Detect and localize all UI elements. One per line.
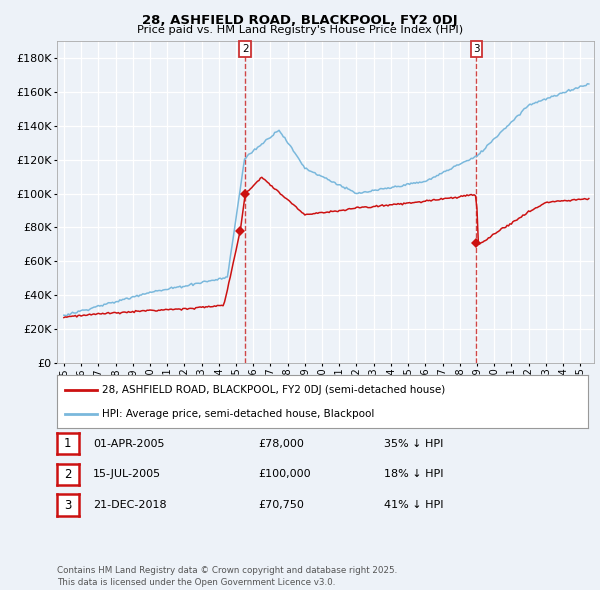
Text: 3: 3 <box>473 44 480 54</box>
Text: Price paid vs. HM Land Registry's House Price Index (HPI): Price paid vs. HM Land Registry's House … <box>137 25 463 35</box>
Text: 35% ↓ HPI: 35% ↓ HPI <box>384 439 443 448</box>
Text: 2: 2 <box>64 468 71 481</box>
Text: 2: 2 <box>242 44 248 54</box>
Text: 21-DEC-2018: 21-DEC-2018 <box>93 500 167 510</box>
Text: 28, ASHFIELD ROAD, BLACKPOOL, FY2 0DJ: 28, ASHFIELD ROAD, BLACKPOOL, FY2 0DJ <box>142 14 458 27</box>
Text: £78,000: £78,000 <box>258 439 304 448</box>
Text: 28, ASHFIELD ROAD, BLACKPOOL, FY2 0DJ (semi-detached house): 28, ASHFIELD ROAD, BLACKPOOL, FY2 0DJ (s… <box>102 385 445 395</box>
Text: 3: 3 <box>64 499 71 512</box>
Text: Contains HM Land Registry data © Crown copyright and database right 2025.
This d: Contains HM Land Registry data © Crown c… <box>57 566 397 587</box>
Text: 18% ↓ HPI: 18% ↓ HPI <box>384 470 443 479</box>
Text: 01-APR-2005: 01-APR-2005 <box>93 439 164 448</box>
Text: 1: 1 <box>64 437 71 450</box>
Text: £100,000: £100,000 <box>258 470 311 479</box>
Text: 41% ↓ HPI: 41% ↓ HPI <box>384 500 443 510</box>
Text: HPI: Average price, semi-detached house, Blackpool: HPI: Average price, semi-detached house,… <box>102 409 374 419</box>
Text: £70,750: £70,750 <box>258 500 304 510</box>
Text: 15-JUL-2005: 15-JUL-2005 <box>93 470 161 479</box>
